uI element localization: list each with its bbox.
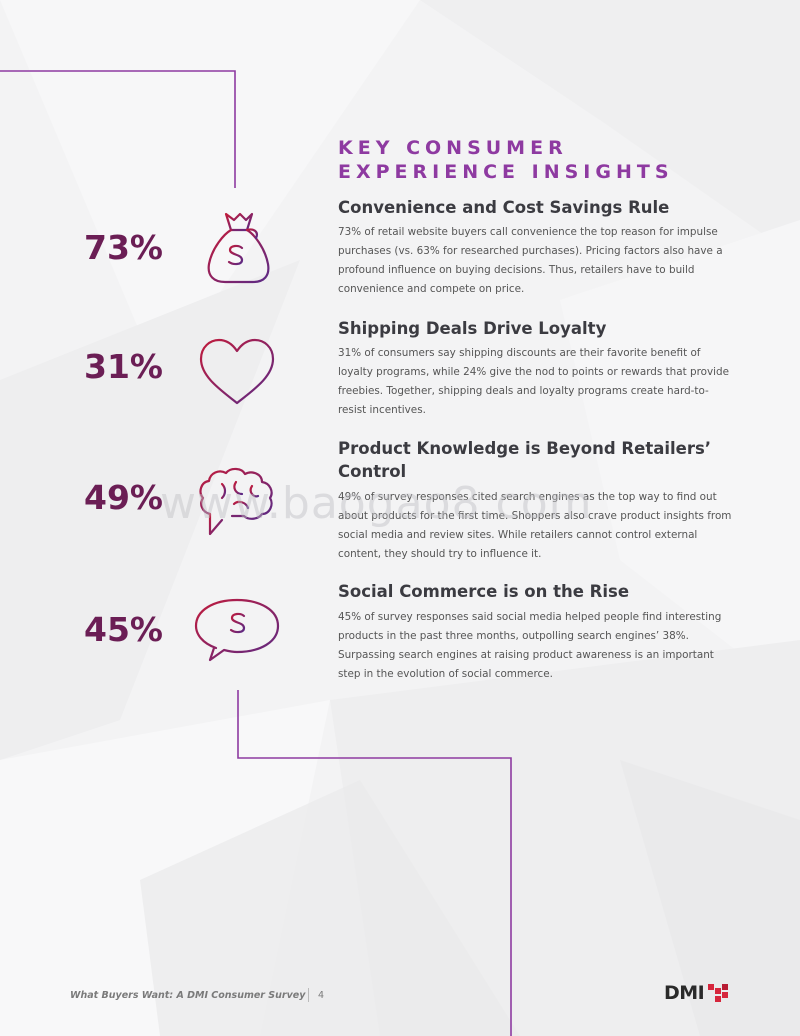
insight-percent: 31% <box>84 347 163 386</box>
insight-percent: 49% <box>84 478 163 517</box>
watermark: www.baogao8.com <box>160 478 593 529</box>
insight-percent: 73% <box>84 228 163 267</box>
insight-percent: 45% <box>84 610 163 649</box>
insight-body: 73% of retail website buyers call conven… <box>338 226 723 295</box>
insight-body: 49% of survey responses cited search eng… <box>338 491 732 560</box>
insight-heading: Product Knowledge is Beyond Retailers’ C… <box>338 439 712 481</box>
dollar-chat-icon <box>194 598 280 662</box>
heart-icon <box>199 338 275 405</box>
insight-body: 45% of survey responses said social medi… <box>338 611 722 680</box>
insight-heading: Shipping Deals Drive Loyalty <box>338 319 607 338</box>
brain-chat-icon <box>199 467 273 536</box>
money-bag-icon <box>207 212 270 284</box>
page-number: 4 <box>318 990 325 1001</box>
insight-heading: Convenience and Cost Savings Rule <box>338 198 670 217</box>
section-title: KEY CONSUMER EXPERIENCE INSIGHTS <box>338 137 674 183</box>
logo-text: DMI <box>664 982 705 1004</box>
dmi-logo: DMI <box>664 982 732 1004</box>
footer-title: What Buyers Want: A DMI Consumer Survey <box>70 990 306 1001</box>
insight-heading: Social Commerce is on the Rise <box>338 582 630 601</box>
insight-body: 31% of consumers say shipping discounts … <box>338 347 730 416</box>
footer-divider <box>308 988 309 1002</box>
logo-mark-icon <box>708 984 729 1002</box>
